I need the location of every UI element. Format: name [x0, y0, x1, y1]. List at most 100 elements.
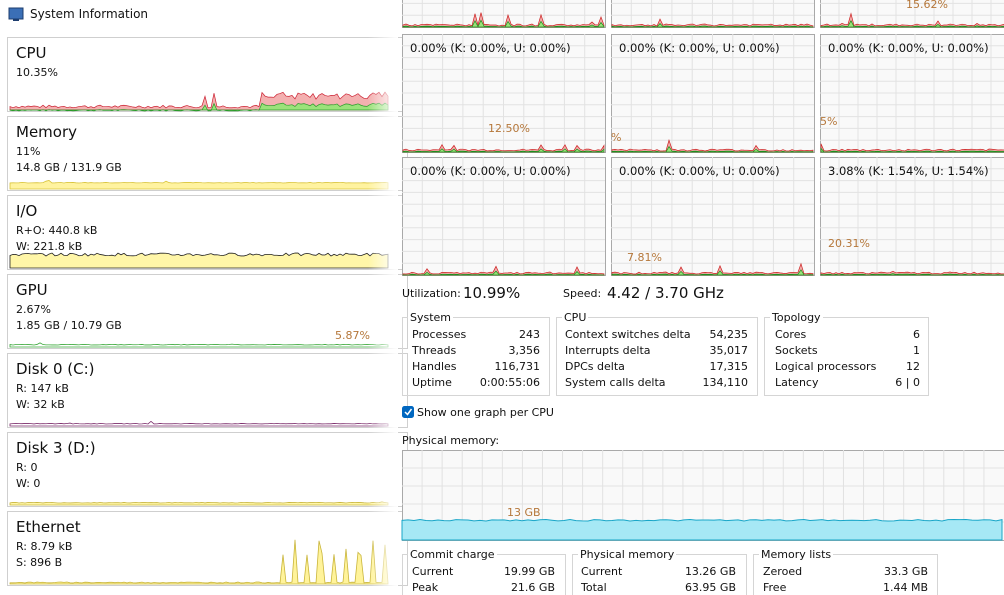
row-value: 6 | 0	[895, 376, 920, 389]
row-value: 33.3 GB	[883, 565, 928, 578]
row-label: Logical processors	[775, 360, 877, 373]
net-area	[9, 539, 389, 585]
row-label: Current	[412, 565, 454, 578]
panel-area	[9, 180, 389, 190]
user-area	[9, 102, 389, 112]
kernel-area	[611, 262, 814, 276]
row-value: 35,017	[709, 344, 749, 357]
cpu-graph-text: 0.00% (K: 0.00%, U: 0.00%)	[619, 41, 780, 55]
panel-name: GPU	[16, 281, 48, 299]
row-label: Sockets	[775, 344, 818, 357]
checkbox-label[interactable]: Show one graph per CPU	[417, 406, 554, 419]
row-value: 116,731	[494, 360, 541, 373]
group-box	[764, 317, 929, 396]
panel-area	[9, 501, 389, 506]
group-title: Commit charge	[408, 548, 497, 561]
row-value: 63.95 GB	[684, 581, 736, 594]
section-label: Physical memory:	[402, 434, 500, 447]
panel-line: S: 896 B	[16, 556, 63, 569]
kernel-area	[611, 138, 814, 153]
group-box	[556, 317, 758, 396]
sidebar-panel	[7, 274, 408, 349]
user-area	[402, 19, 605, 28]
row-label: Uptime	[412, 376, 452, 389]
cpu-graph-text: 0.00% (K: 0.00%, U: 0.00%)	[410, 41, 571, 55]
row-value: 17,315	[709, 360, 749, 373]
user-area	[820, 273, 1004, 276]
row-label: Handles	[412, 360, 457, 373]
cpu-graph-peak: %	[611, 131, 622, 144]
kernel-area	[820, 143, 1004, 153]
row-value: 19.99 GB	[503, 565, 555, 578]
panel-area	[9, 420, 389, 427]
row-label: Free	[763, 581, 787, 594]
group-title: Memory lists	[759, 548, 834, 561]
panel-line: 11%	[16, 145, 41, 158]
cpu-graph-text: 0.00% (K: 0.00%, U: 0.00%)	[828, 41, 989, 55]
sidebar-panel	[7, 116, 408, 191]
kernel-area	[820, 12, 1004, 28]
row-label: Latency	[775, 376, 819, 389]
panel-line: W: 32 kB	[16, 398, 65, 411]
panel-line: W: 0	[16, 477, 41, 490]
row-value: 1.44 MB	[882, 581, 928, 594]
graph-label: 5.87%	[335, 329, 370, 342]
stat-label: Utilization:	[402, 287, 461, 300]
panel-area	[9, 252, 389, 269]
panel-line: R: 147 kB	[16, 382, 69, 395]
row-label: Total	[581, 581, 607, 594]
panel-name: Ethernet	[16, 518, 81, 536]
kernel-area	[402, 12, 605, 28]
panel-name: I/O	[16, 202, 38, 220]
row-value: 6	[913, 328, 920, 341]
panel-area	[9, 342, 389, 348]
row-label: Peak	[412, 581, 439, 594]
user-area	[820, 147, 1004, 153]
panel-name: Disk 3 (D:)	[16, 439, 96, 457]
sidebar-panel	[7, 353, 408, 428]
user-area	[402, 148, 605, 153]
group-box	[753, 554, 938, 595]
row-value: 54,235	[709, 328, 749, 341]
panel-line: W: 221.8 kB	[16, 240, 83, 253]
row-value: 1	[913, 344, 920, 357]
memory-area	[401, 518, 1003, 541]
user-area	[611, 269, 814, 276]
cpu-graph-peak: 20.31%	[828, 237, 870, 250]
cpu-graph-text: 0.00% (K: 0.00%, U: 0.00%)	[410, 164, 571, 178]
cpu-graph-text: 0.00% (K: 0.00%, U: 0.00%)	[619, 164, 780, 178]
app-icon	[8, 7, 24, 20]
row-value: 3,356	[508, 344, 541, 357]
kernel-area	[611, 18, 814, 28]
row-label: Processes	[412, 328, 467, 341]
row-label: Current	[581, 565, 623, 578]
row-value: 12	[906, 360, 920, 373]
app-icon-base	[13, 19, 19, 21]
panel-name: Disk 0 (C:)	[16, 360, 95, 378]
user-area	[611, 145, 814, 153]
window-title: System Information	[30, 7, 149, 21]
sidebar-fade	[368, 30, 398, 595]
stat-value: 10.99%	[463, 284, 521, 302]
row-label: Interrupts delta	[565, 344, 651, 357]
cpu-graph-peak: 15.62%	[906, 0, 948, 11]
row-value: 21.6 GB	[510, 581, 555, 594]
panel-line: R+O: 440.8 kB	[16, 224, 98, 237]
sidebar-panel	[7, 511, 408, 586]
cpu-graph-text: 3.08% (K: 1.54%, U: 1.54%)	[828, 164, 989, 178]
row-value: 243	[519, 328, 540, 341]
group-title: System	[408, 311, 454, 324]
panel-line: R: 0	[16, 461, 38, 474]
user-area	[820, 20, 1004, 28]
row-label: Threads	[412, 344, 457, 357]
row-value: 13.26 GB	[684, 565, 736, 578]
panel-name: Memory	[16, 123, 78, 141]
row-label: Cores	[775, 328, 807, 341]
row-value: 0:00:55:06	[479, 376, 540, 389]
panel-line: 14.8 GB / 131.9 GB	[16, 161, 122, 174]
checkmark	[404, 408, 413, 416]
group-title: Physical memory	[578, 548, 677, 561]
checkbox[interactable]	[402, 406, 414, 418]
